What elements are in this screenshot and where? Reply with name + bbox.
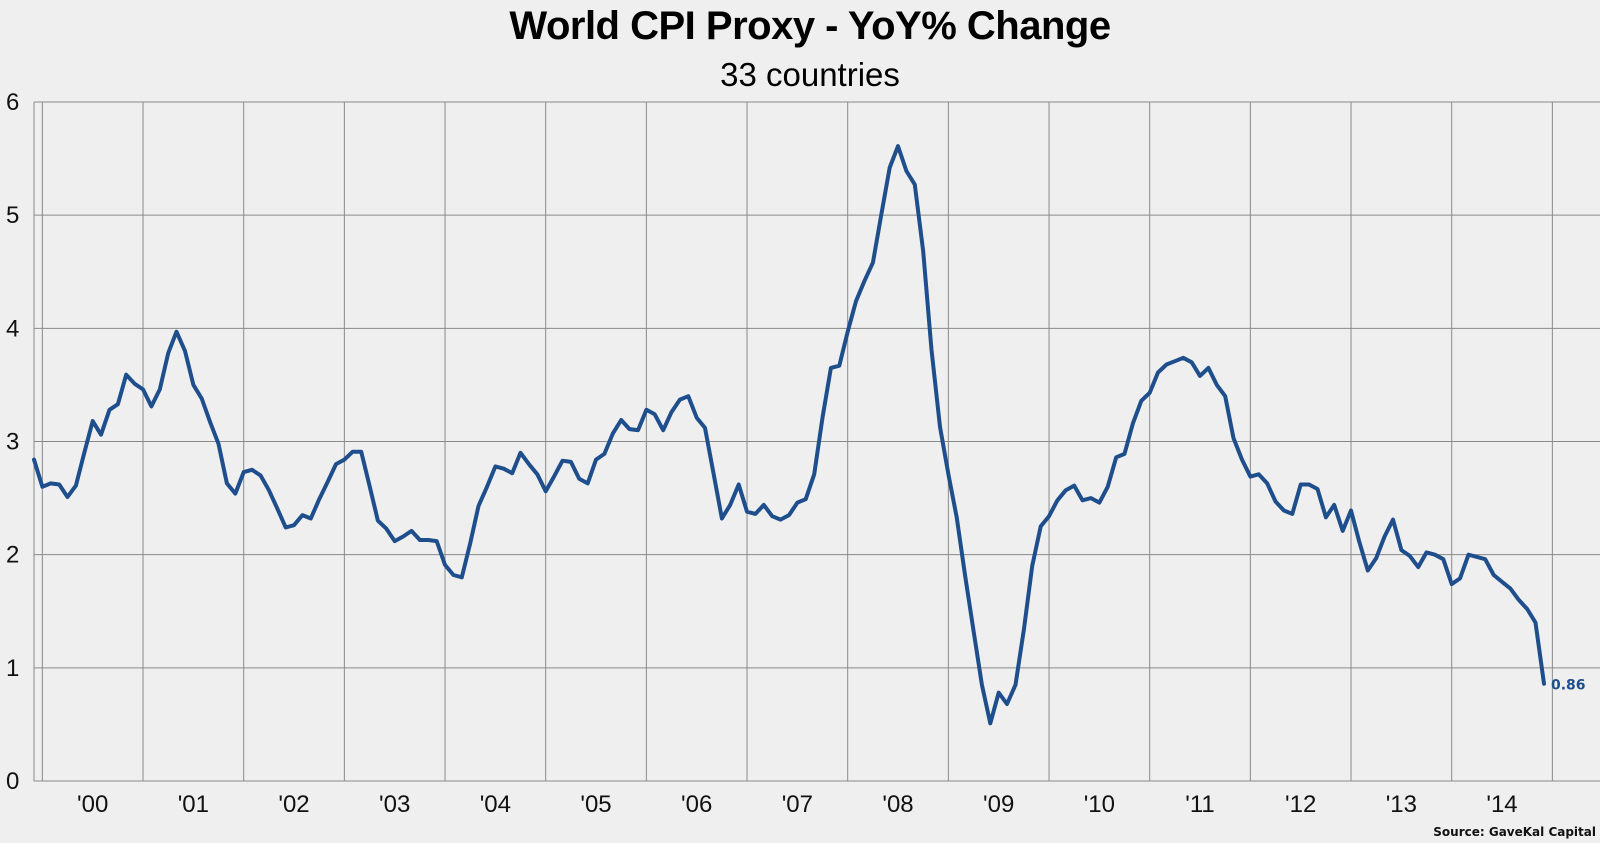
x-tick-label: '08 xyxy=(882,791,913,818)
y-tick-label: 5 xyxy=(6,202,19,229)
y-tick-label: 3 xyxy=(6,429,19,456)
last-value-label: 0.86 xyxy=(1551,678,1586,694)
x-tick-label: '00 xyxy=(77,791,108,818)
x-tick-label: '06 xyxy=(681,791,712,818)
y-tick-label: 6 xyxy=(6,89,19,116)
y-tick-label: 4 xyxy=(6,315,19,342)
y-tick-label: 1 xyxy=(6,655,19,682)
x-tick-label: '09 xyxy=(983,791,1014,818)
series-line xyxy=(32,144,1546,726)
x-tick-label: '03 xyxy=(379,791,410,818)
x-tick-label: '04 xyxy=(480,791,511,818)
x-tick-label: '10 xyxy=(1084,791,1115,818)
x-tick-label: '01 xyxy=(178,791,209,818)
x-tick-label: '13 xyxy=(1386,791,1417,818)
y-tick-label: 2 xyxy=(6,542,19,569)
x-tick-label: '11 xyxy=(1185,791,1215,818)
y-tick-label: 0 xyxy=(6,768,19,795)
x-tick-label: '14 xyxy=(1486,791,1517,818)
chart-title: World CPI Proxy - YoY% Change xyxy=(509,4,1111,48)
x-tick-label: '12 xyxy=(1285,791,1316,818)
source-note: Source: GaveKal Capital xyxy=(1433,825,1596,839)
x-tick-label: '07 xyxy=(782,791,813,818)
x-tick-label: '05 xyxy=(580,791,611,818)
chart-subtitle: 33 countries xyxy=(720,56,900,93)
x-tick-label: '02 xyxy=(278,791,309,818)
